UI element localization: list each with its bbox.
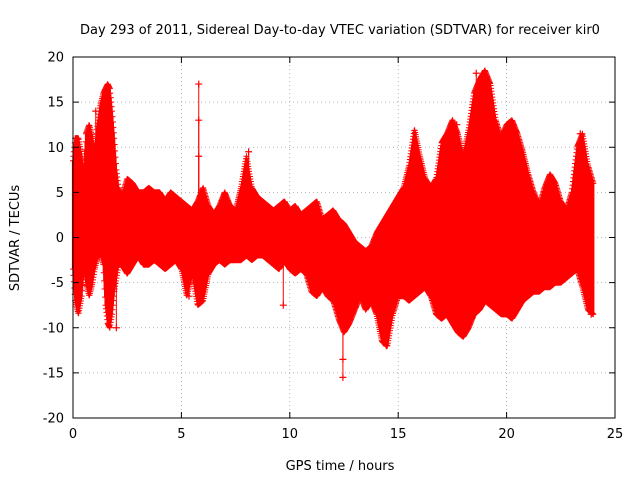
- y-axis-label: SDTVAR / TECUs: [8, 185, 23, 292]
- axis-ticks: 0 5 10 15 20 25 -20 -15 -10 -5 0 5 10 15 20: [43, 51, 624, 443]
- y-tick-label: -5: [51, 276, 64, 291]
- data-marker: [79, 282, 86, 289]
- outlier-point: [339, 355, 347, 363]
- data-marker: [79, 287, 86, 294]
- data-marker: [110, 124, 117, 131]
- y-tick-label: 0: [56, 231, 64, 246]
- outlier-point: [112, 324, 120, 332]
- data-marker: [110, 129, 117, 136]
- outlier-point: [185, 292, 193, 300]
- outlier-point: [339, 373, 347, 381]
- outlier-point: [382, 342, 390, 350]
- outlier-point: [195, 152, 203, 160]
- outlier-point: [92, 107, 100, 115]
- y-tick-label: 10: [47, 141, 64, 156]
- data-marker: [590, 180, 597, 187]
- data-marker: [78, 293, 85, 300]
- y-tick-label: 15: [47, 96, 64, 111]
- y-tick-label: 5: [56, 186, 64, 201]
- x-tick-label: 15: [390, 427, 407, 442]
- data-marker: [109, 118, 116, 125]
- outlier-point: [453, 121, 461, 129]
- outlier-point: [472, 69, 480, 77]
- outlier-point: [587, 310, 595, 318]
- x-axis-label: GPS time / hours: [286, 459, 395, 474]
- outlier-point: [195, 116, 203, 124]
- data-marker: [111, 141, 118, 148]
- data-marker: [109, 108, 116, 115]
- x-tick-label: 5: [177, 427, 185, 442]
- outlier-point: [279, 261, 287, 269]
- outlier-point: [245, 148, 253, 156]
- chart-title: Day 293 of 2011, Sidereal Day-to-day VTE…: [80, 23, 600, 38]
- outlier-point: [576, 130, 584, 138]
- outlier-point: [195, 80, 203, 88]
- x-tick-label: 0: [69, 427, 77, 442]
- data-marker: [109, 113, 116, 120]
- data-series-sdtvar: [70, 67, 597, 349]
- outlier-point: [279, 301, 287, 309]
- x-tick-label: 10: [282, 427, 299, 442]
- x-tick-label: 20: [498, 427, 515, 442]
- data-marker: [111, 135, 118, 142]
- data-marker: [112, 160, 119, 167]
- data-marker: [112, 154, 119, 161]
- y-tick-label: 20: [47, 51, 64, 66]
- y-tick-label: -10: [43, 321, 64, 336]
- plot-area: [70, 67, 597, 381]
- x-tick-label: 25: [607, 427, 624, 442]
- data-marker: [112, 147, 119, 154]
- y-tick-label: -15: [43, 366, 64, 381]
- y-tick-label: -20: [43, 412, 64, 427]
